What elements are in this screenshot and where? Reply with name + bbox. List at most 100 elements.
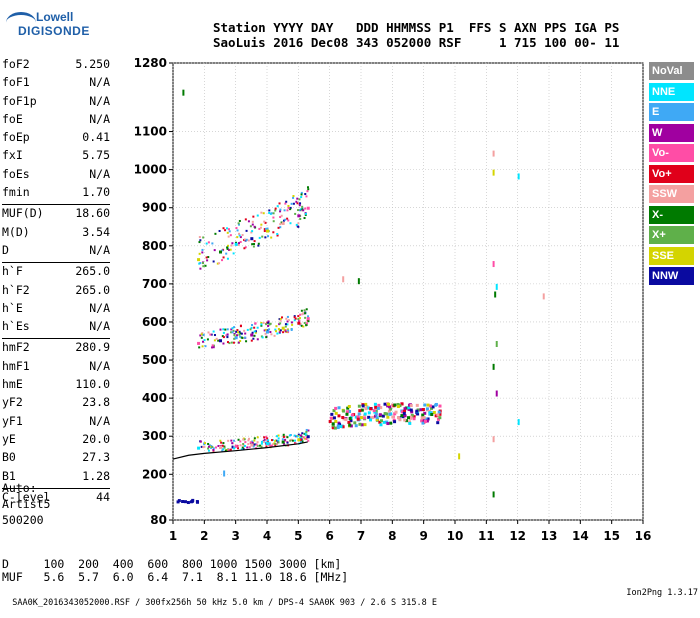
echo-point [297,225,300,228]
echo-point [292,195,295,198]
station-header: Station YYYY DAY DDD HHMMSS P1 FFS S AXN… [213,20,619,50]
echo-point [250,339,253,342]
echo-point [420,416,424,420]
echo-point [279,216,282,219]
echo-point [239,440,242,443]
echo-point [222,227,225,230]
echo-point [262,212,265,215]
echo-point [253,240,256,243]
echo-point [306,322,309,325]
trace-point [250,237,254,241]
param-row: D N/A [2,243,110,261]
echo-point [237,222,240,225]
echo-point [374,405,378,409]
echo-point [212,330,215,333]
echo-point [239,335,242,338]
logo-line1: Lowell [36,10,74,24]
echo-point [226,328,229,331]
echo-point [297,433,300,436]
echo-point [306,186,309,189]
echo-point [252,445,255,448]
param-value: N/A [89,300,110,315]
echo-point [249,225,252,228]
echo-point [198,241,201,244]
echo-point [290,328,293,331]
echo-point [231,442,234,445]
echo-point [250,231,253,234]
echo-point [287,204,290,207]
echo-point [287,331,290,334]
echo-point [329,416,333,420]
header-line1: Station YYYY DAY DDD HHMMSS P1 FFS S AXN… [213,20,620,35]
echo-point [278,318,281,321]
echo-point [260,442,263,445]
echo-point [402,411,406,415]
echo-point [230,341,233,344]
echo-point [251,243,254,246]
echo-point [283,329,286,332]
echo-point [286,436,289,439]
echo-point [268,211,271,214]
param-separator [2,204,110,206]
echo-point [363,414,367,418]
echo-point [200,333,203,336]
echo-point [393,403,397,407]
echo-point [212,260,215,263]
echo-point [266,321,269,324]
echo-point [293,319,296,322]
echo-point [259,444,262,447]
echo-point [360,423,364,427]
echo-point [286,323,289,326]
echo-point [334,406,338,410]
echo-point [292,196,295,199]
param-row: foF2 5.250 [2,57,110,75]
echo-point [285,317,288,320]
stray-echo [542,293,545,300]
echo-point [304,207,307,210]
param-value: 1.28 [82,468,110,483]
echo-point [286,209,289,212]
stray-echo [492,150,495,157]
echo-point [287,206,290,209]
echo-point [230,244,233,247]
echo-point [207,447,210,450]
echo-point [227,244,230,247]
echo-point [363,423,367,427]
polarization-legend: NoVal NNE E W Vo- Vo+ SSW X- X+ SSE NNW [649,62,694,288]
echo-point [233,337,236,340]
echo-point [298,317,301,320]
param-name: yE [2,431,16,446]
echo-point [239,240,242,243]
echo-point [285,200,288,203]
param-separator [2,338,110,340]
echo-point [272,231,275,234]
param-name: h`F [2,264,23,279]
echo-point [420,419,424,423]
echo-point [226,227,229,230]
param-row: yE 20.0 [2,432,110,450]
echo-point [372,409,376,413]
echo-point [291,323,294,326]
echo-point [409,408,413,412]
param-name: h`E [2,300,23,315]
echo-point [275,435,278,438]
echo-point [268,322,271,325]
echo-point [226,247,229,250]
echo-point [252,337,255,340]
echo-point [379,423,383,427]
echo-point [260,211,263,214]
x-tick-label: 11 [478,529,495,543]
echo-point [250,326,253,329]
echo-point [284,325,287,328]
trace-point [297,214,301,218]
echo-point [300,208,303,211]
echo-point [299,434,302,437]
x-tick-label: 12 [509,529,526,543]
x-tick-label: 15 [603,529,620,543]
echo-point [239,324,242,327]
echo-point [279,226,282,229]
echo-point [270,236,273,239]
echo-point [267,320,270,323]
echo-point [396,416,400,420]
param-value: 265.0 [75,282,110,297]
